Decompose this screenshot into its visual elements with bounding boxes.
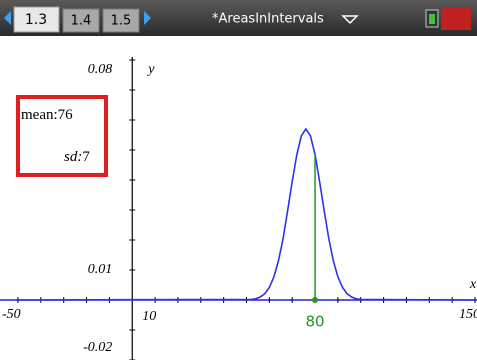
y-min-label: -0.02 (83, 340, 112, 355)
annotation-value: 76 (58, 107, 74, 123)
tab-label: 1.3 (25, 12, 47, 28)
y-axis-label: y (146, 62, 155, 77)
annotation: sd:7 (64, 149, 90, 165)
annotation-label: mean: (21, 107, 58, 123)
y-scale-label: 0.01 (88, 262, 113, 277)
annotation-value: 7 (82, 149, 90, 165)
y-max-label: 0.08 (88, 62, 113, 77)
marker-label: 80 (306, 313, 325, 331)
marker-point (312, 297, 318, 303)
screen: 1.3 1.4 1.5 *AreasInIntervals 0.08 0.01 -0… (0, 0, 477, 360)
x-scale-label: 10 (142, 309, 156, 324)
x-min-label: -50 (2, 307, 21, 322)
annotation-label: sd: (64, 149, 82, 165)
annotation: mean:76 (21, 107, 73, 123)
battery-level (429, 14, 435, 24)
x-axis-label: x (469, 277, 477, 292)
page: 1.3 1.4 1.5 *AreasInIntervals 0.08 0.01 -0… (0, 0, 477, 360)
tab-label: 1.5 (111, 14, 132, 29)
tab-label: 1.4 (71, 14, 92, 29)
x-max-label: 150 (459, 307, 477, 322)
close-button[interactable] (441, 8, 471, 30)
graph: 0.08 0.01 -0.02 -50 10 150 y x 80 mean:76 sd:7 (0, 57, 477, 360)
document-title: *AreasInIntervals (212, 12, 324, 27)
